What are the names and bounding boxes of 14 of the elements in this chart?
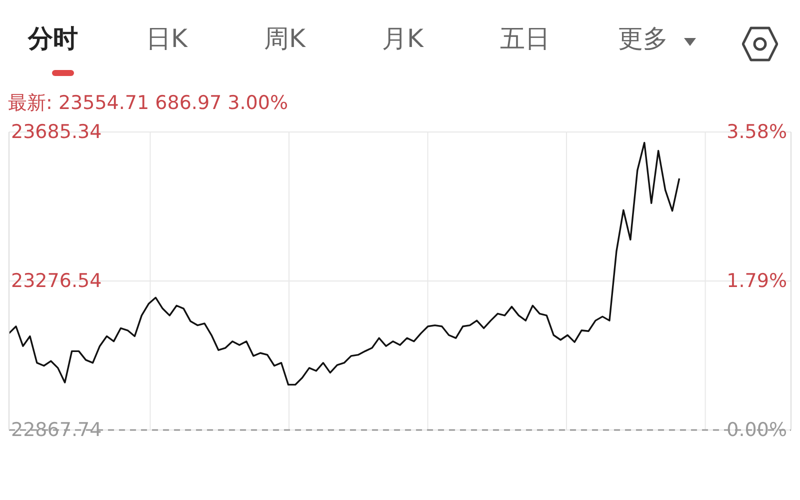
y2-tick-label: 1.79% xyxy=(726,270,787,292)
text: 周K xyxy=(264,24,306,53)
text: 最新: 23554.71 686.97 3.00% xyxy=(8,92,288,114)
text: 月K xyxy=(382,24,424,53)
y2-tick-label: 0.00% xyxy=(726,419,787,441)
line-series xyxy=(8,142,680,386)
text: 分时 xyxy=(28,24,78,53)
y-tick-label: 23276.54 xyxy=(11,270,102,292)
text: 更多 xyxy=(618,24,668,53)
text: 五日 xyxy=(500,24,550,53)
y-tick-label: 22867.74 xyxy=(11,419,102,441)
y-tick-label: 23685.34 xyxy=(11,121,102,143)
text: 日K xyxy=(146,24,188,53)
y2-tick-label: 3.58% xyxy=(726,121,787,143)
